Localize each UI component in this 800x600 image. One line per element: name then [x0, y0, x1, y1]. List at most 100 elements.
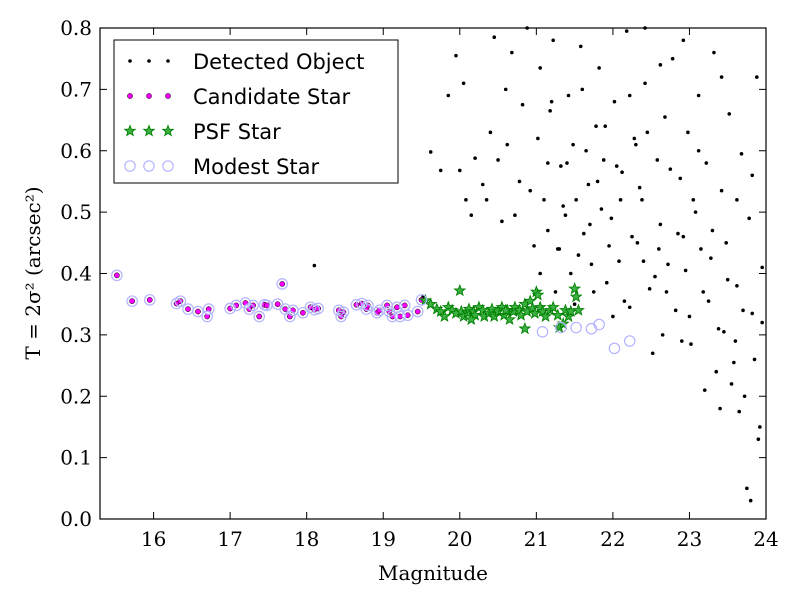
data-point	[224, 302, 236, 315]
data-point	[755, 75, 759, 79]
data-point	[574, 198, 578, 202]
data-point	[706, 299, 711, 303]
data-point	[758, 425, 762, 429]
y-tick-label: 0.1	[60, 446, 92, 470]
legend-label: PSF Star	[193, 120, 281, 144]
data-point	[503, 312, 517, 326]
data-point	[664, 290, 669, 294]
data-point	[696, 93, 701, 98]
data-point	[617, 259, 621, 264]
x-tick-label: 22	[600, 527, 625, 551]
x-tick-label: 23	[677, 527, 702, 551]
y-tick-label: 0.6	[60, 139, 92, 163]
data-point	[668, 167, 673, 171]
data-point	[582, 231, 586, 236]
data-point	[663, 115, 667, 119]
data-point	[678, 176, 683, 181]
legend-marker	[123, 124, 137, 137]
data-point	[647, 287, 652, 291]
data-point	[192, 305, 204, 318]
data-point	[454, 304, 468, 318]
data-point	[670, 56, 675, 61]
legend-label: Detected Object	[193, 50, 364, 74]
data-point	[362, 299, 374, 312]
data-point	[709, 256, 713, 260]
x-tick-label: 17	[217, 527, 242, 551]
data-point	[566, 93, 571, 98]
data-point	[500, 219, 504, 224]
data-point	[551, 38, 555, 43]
data-point	[719, 188, 724, 193]
data-point	[523, 294, 537, 307]
data-point	[492, 35, 497, 40]
axis-ticks: 16 17 18 19 20 21 22 23 24 0.0 0.1 0.2 0.3 0.4 0.5 0.6 0…	[60, 16, 779, 551]
data-point	[614, 164, 619, 168]
data-point	[446, 93, 451, 98]
x-tick-label: 18	[294, 527, 319, 551]
data-point	[702, 388, 707, 392]
legend-item: Detected Object	[128, 50, 364, 74]
data-point	[539, 309, 552, 322]
data-point	[681, 38, 686, 43]
data-point	[657, 247, 661, 251]
data-point	[714, 369, 719, 374]
data-point	[584, 148, 588, 153]
data-point	[595, 179, 600, 184]
data-point	[386, 310, 399, 323]
data-point	[722, 330, 726, 334]
data-point	[570, 321, 582, 334]
data-point	[658, 222, 663, 227]
data-point	[571, 303, 585, 316]
data-point	[247, 299, 259, 312]
legend-marker	[161, 124, 175, 137]
data-point	[660, 333, 665, 337]
data-point	[561, 204, 565, 208]
data-point	[253, 310, 266, 323]
x-tick-label: 21	[524, 527, 549, 551]
data-point	[424, 297, 438, 310]
x-tick-label: 20	[447, 527, 472, 551]
data-point	[589, 262, 594, 267]
data-point	[673, 308, 678, 313]
data-point	[571, 142, 575, 147]
data-point	[578, 44, 583, 49]
data-point	[603, 124, 608, 128]
data-point	[473, 156, 477, 160]
data-point	[563, 213, 568, 217]
data-point	[538, 271, 542, 276]
data-point	[747, 216, 751, 221]
data-point	[454, 53, 458, 58]
legend-marker	[147, 59, 151, 63]
data-point	[528, 306, 542, 319]
data-point	[505, 142, 510, 147]
data-point	[312, 302, 324, 315]
data-point	[624, 29, 629, 33]
data-point	[750, 173, 755, 178]
data-point	[453, 283, 467, 297]
data-point	[457, 168, 462, 173]
data-point	[760, 320, 764, 325]
legend-marker	[142, 124, 156, 137]
legend-item: Candidate Star	[127, 85, 350, 109]
data-point	[279, 281, 286, 287]
data-point	[185, 306, 191, 312]
legend-item: PSF Star	[123, 120, 281, 144]
data-point	[729, 382, 734, 386]
data-point	[597, 66, 601, 70]
data-point	[572, 302, 577, 306]
data-point	[681, 234, 686, 239]
data-point	[601, 158, 606, 162]
data-point	[733, 339, 738, 343]
legend-marker	[166, 59, 170, 63]
data-point	[735, 283, 739, 288]
data-point	[637, 185, 642, 190]
data-point	[568, 271, 573, 276]
data-point	[503, 87, 508, 92]
data-point	[371, 306, 383, 319]
data-point	[415, 294, 428, 306]
data-point	[635, 241, 640, 245]
data-point	[594, 124, 598, 128]
data-point	[752, 357, 757, 362]
data-point	[689, 342, 693, 346]
